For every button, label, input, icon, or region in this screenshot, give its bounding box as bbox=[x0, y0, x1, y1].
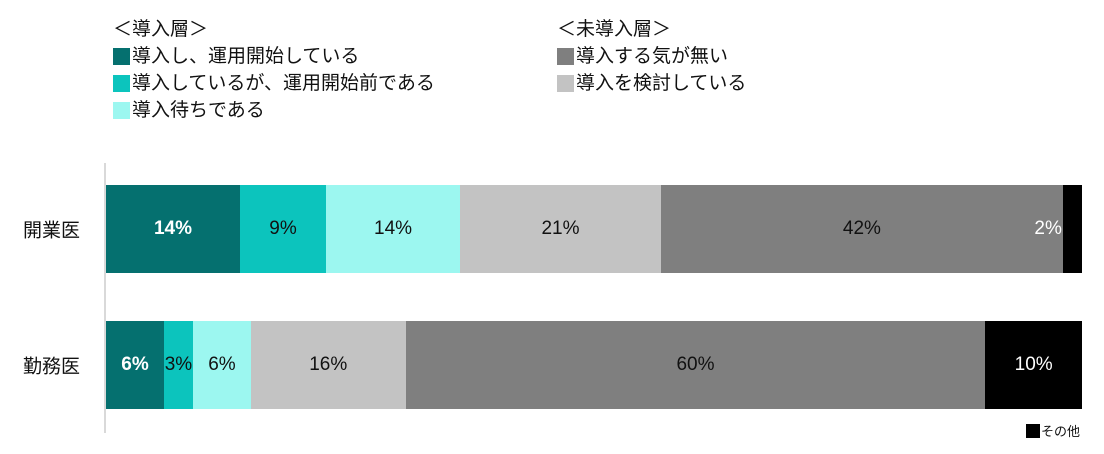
segment-label: 16% bbox=[309, 354, 348, 375]
segment-label: 6% bbox=[121, 354, 149, 375]
bar-segment: 6% bbox=[106, 321, 164, 409]
legend-group-1: ＜未導入層＞ 導入する気が無い 導入を検討している bbox=[557, 16, 746, 97]
legend-item: 導入待ちである bbox=[113, 97, 435, 124]
other-legend: その他 bbox=[1025, 421, 1080, 440]
segment-label: 6% bbox=[208, 354, 236, 375]
bar-row-0: 開業医 14% 9% 14% 21% 42% 2% bbox=[23, 185, 1082, 273]
bar-segment: 10% bbox=[985, 321, 1082, 409]
segment-label: 21% bbox=[541, 218, 580, 239]
category-label: 開業医 bbox=[22, 220, 80, 242]
plot-area: 開業医 14% 9% 14% 21% 42% 2% 勤務医 6% 3% 6% 16% 60% 10% bbox=[23, 163, 1082, 433]
bar-segment: 9% bbox=[239, 185, 327, 273]
legend-item-label: 導入する気が無い bbox=[576, 46, 729, 67]
legend-item-label: 導入待ちである bbox=[132, 100, 265, 121]
segment-label: 3% bbox=[164, 354, 193, 375]
segment-label: 9% bbox=[269, 218, 297, 239]
bar-segment: 14% bbox=[326, 185, 461, 273]
legend-item: 導入しているが、運用開始前である bbox=[113, 70, 435, 97]
bar-segment: 42% bbox=[660, 185, 1063, 273]
legend-item-label: 導入を検討している bbox=[576, 73, 747, 94]
legend-group-0: ＜導入層＞ 導入し、運用開始している導入しているが、運用開始前である 導入待ちである bbox=[113, 16, 435, 124]
bar-segment: 2% bbox=[1034, 185, 1082, 273]
legend-group-title: ＜導入層＞ bbox=[113, 19, 209, 40]
legend-swatch bbox=[113, 75, 130, 92]
other-legend-label: その他 bbox=[1040, 424, 1080, 439]
segment-label: 10% bbox=[1014, 354, 1053, 375]
legend-swatch bbox=[113, 48, 130, 65]
bar-segment: 14% bbox=[106, 185, 240, 273]
legend-item: 導入し、運用開始している bbox=[113, 43, 435, 70]
legend-group-title: ＜未導入層＞ bbox=[557, 19, 672, 40]
bar-row-1: 勤務医 6% 3% 6% 16% 60% 10% bbox=[23, 321, 1082, 409]
segment-label: 14% bbox=[374, 218, 413, 239]
legend-item: 導入を検討している bbox=[557, 70, 746, 97]
bar-segment: 16% bbox=[250, 321, 406, 409]
bar-segment: 6% bbox=[192, 321, 251, 409]
segment-label: 2% bbox=[1034, 218, 1062, 239]
legend-item-label: 導入しているが、運用開始前である bbox=[132, 73, 435, 94]
legend-item-label: 導入し、運用開始している bbox=[132, 46, 360, 67]
legend-swatch bbox=[113, 102, 130, 119]
segment-label: 14% bbox=[153, 218, 192, 239]
category-label: 勤務医 bbox=[22, 356, 80, 378]
segment-label: 60% bbox=[676, 354, 715, 375]
segment-label: 42% bbox=[842, 218, 881, 239]
other-legend-swatch bbox=[1025, 423, 1040, 438]
bar-segment: 21% bbox=[460, 185, 661, 273]
bar-segment: 3% bbox=[163, 321, 193, 409]
legend-item: 導入する気が無い bbox=[557, 43, 746, 70]
legend-swatch bbox=[557, 48, 574, 65]
legend-swatch bbox=[557, 75, 574, 92]
bar-segment: 60% bbox=[405, 321, 986, 409]
